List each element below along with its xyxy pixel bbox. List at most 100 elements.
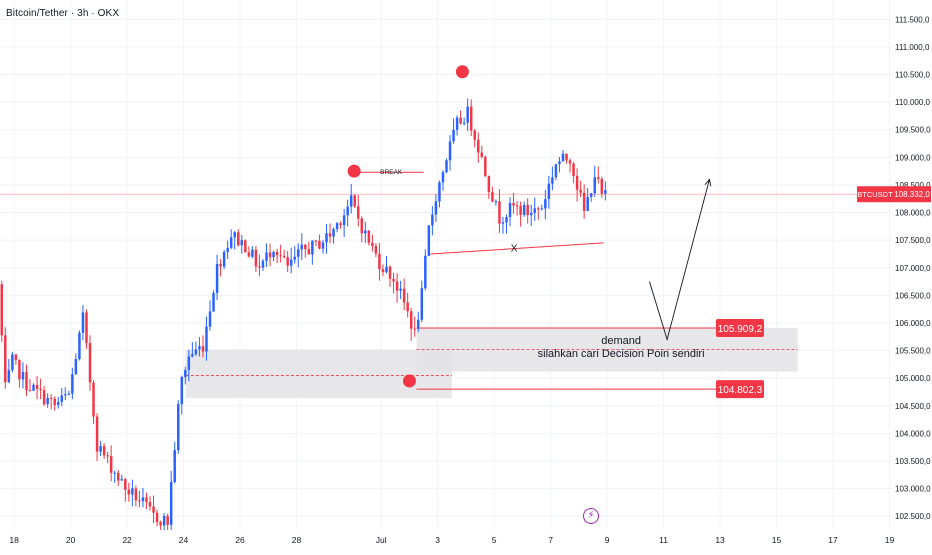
candle — [381, 264, 385, 277]
candle-body — [191, 354, 194, 357]
candle — [388, 265, 392, 288]
candle — [275, 248, 279, 263]
price-tick-label: 103.000,0 — [895, 485, 931, 494]
price-axis-background — [893, 0, 932, 550]
price-tick-label: 107.000,0 — [895, 264, 931, 273]
candle — [477, 132, 480, 163]
candle — [360, 216, 364, 243]
candle-body — [53, 398, 56, 405]
candle — [378, 242, 381, 281]
candle — [141, 487, 145, 508]
candle — [473, 128, 476, 148]
last-price-label: 108.332,0 — [894, 190, 930, 199]
candle-body — [402, 288, 406, 303]
candle — [148, 496, 152, 511]
candle-body — [469, 106, 473, 131]
candle-body — [491, 192, 494, 202]
candle — [81, 305, 85, 341]
price-tick-label: 109.000,0 — [895, 153, 931, 162]
candle — [346, 199, 349, 227]
time-tick-label: 15 — [772, 535, 782, 545]
candle — [462, 117, 466, 126]
candle — [575, 168, 579, 202]
candle-body — [258, 266, 261, 268]
candle — [353, 194, 356, 209]
candle-body — [575, 176, 579, 190]
candle-body — [64, 394, 67, 396]
candle-body — [11, 354, 14, 371]
candle — [272, 250, 275, 261]
time-axis[interactable]: 18 20 22 24 26 28 Jul 3 5 7 9 11 13 15 17 19 — [0, 530, 932, 550]
candle — [0, 280, 4, 342]
candle-body — [353, 195, 356, 207]
candle-body — [102, 446, 106, 456]
candle-body — [304, 244, 307, 250]
candle — [14, 353, 18, 365]
candle-body — [187, 356, 191, 371]
price-level-badge — [716, 318, 764, 337]
price-tick-label: 107.500,0 — [895, 236, 931, 245]
candle — [226, 240, 229, 260]
candle-body — [141, 497, 145, 502]
candle — [247, 246, 251, 258]
candle — [74, 353, 78, 376]
candle-body — [568, 160, 572, 164]
candle — [512, 192, 515, 214]
candle-body — [413, 328, 416, 330]
candle-body — [378, 253, 381, 270]
candle-body — [155, 512, 159, 523]
candle — [212, 290, 215, 313]
candle-body — [307, 249, 311, 255]
price-tick-label: 106.500,0 — [895, 291, 931, 300]
candle — [222, 249, 226, 270]
candle — [95, 413, 99, 462]
candle-body — [494, 201, 498, 203]
candle — [134, 485, 138, 507]
candle — [318, 234, 321, 250]
candle — [198, 336, 201, 357]
candle-body — [526, 204, 529, 216]
candle-body — [198, 346, 201, 350]
projection-path — [649, 179, 710, 342]
candle-body — [537, 208, 540, 210]
candle — [177, 400, 180, 454]
candle — [109, 445, 113, 482]
candle-body — [399, 288, 402, 291]
candle-body — [438, 182, 441, 202]
price-level-label: 104.802,3 — [718, 385, 763, 396]
candle — [251, 245, 254, 259]
candle — [293, 246, 296, 264]
candle-body — [74, 359, 78, 375]
candle — [286, 250, 289, 273]
lightning-bolt-icon[interactable]: ⚡ — [583, 508, 599, 524]
candle-body — [371, 242, 374, 246]
candle — [498, 189, 501, 233]
projection-arrowhead — [704, 178, 712, 187]
candle — [349, 183, 353, 214]
candle — [487, 175, 491, 199]
candle-body — [244, 240, 247, 253]
candle-body — [388, 266, 392, 279]
candle — [57, 396, 60, 409]
candle — [117, 470, 120, 487]
pivot-marker — [347, 164, 361, 178]
candle — [113, 470, 116, 483]
candle-body — [99, 446, 102, 452]
candle-body — [554, 164, 558, 178]
candle-body — [57, 401, 60, 405]
candle — [215, 254, 219, 300]
candle — [78, 330, 81, 361]
candle — [311, 240, 314, 265]
price-axis[interactable]: 102.500,0 103.000,0 103.500,0 104.000,0 104.… — [857, 0, 932, 550]
candle-body — [417, 319, 420, 329]
candle-body — [279, 255, 282, 257]
candle — [240, 234, 244, 254]
time-tick-label: 5 — [492, 535, 497, 545]
candle-body — [159, 522, 162, 526]
grid-layer — [0, 0, 893, 530]
candle-body — [81, 312, 85, 333]
candle — [233, 230, 236, 250]
candle — [180, 375, 184, 415]
